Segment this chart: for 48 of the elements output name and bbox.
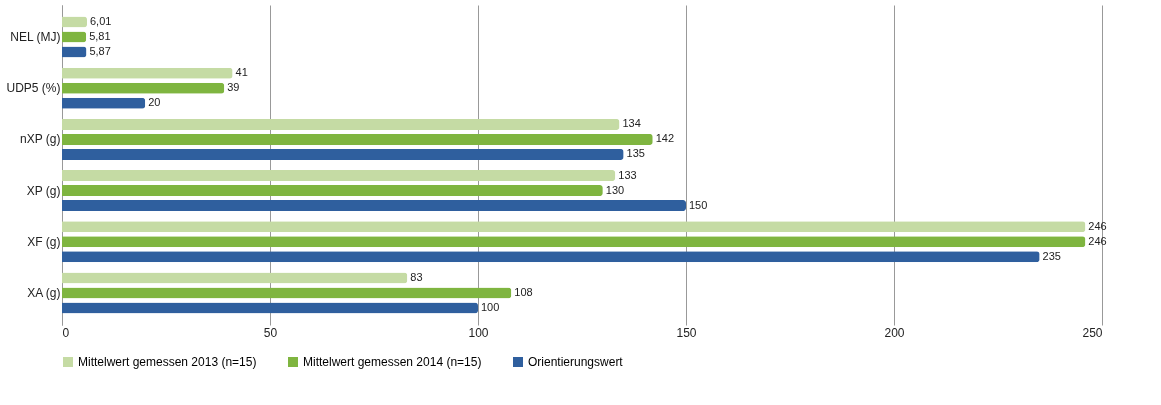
y-tick-label: XF (g) [27, 234, 61, 249]
bar [62, 67, 233, 79]
data-label: 41 [235, 66, 248, 79]
bar [62, 148, 624, 160]
bar [62, 185, 603, 197]
y-tick-label: nXP (g) [20, 132, 61, 147]
data-label: 83 [410, 270, 423, 283]
bar [62, 302, 478, 314]
data-label: 246 [1088, 234, 1107, 247]
bar [62, 97, 146, 109]
legend-label: Mittelwert gemessen 2014 (n=15) [303, 355, 482, 369]
bar [62, 251, 1040, 263]
bar [62, 287, 512, 299]
data-label: 100 [481, 301, 500, 314]
bar [62, 82, 225, 94]
bar [62, 221, 1086, 233]
y-tick-label: XA (g) [27, 286, 61, 300]
bar [62, 236, 1086, 248]
data-label: 134 [622, 117, 641, 130]
x-tick-label: 150 [676, 325, 697, 340]
data-label: 108 [514, 286, 533, 298]
data-label: 5,87 [89, 45, 111, 58]
y-tick-label: NEL (MJ) [10, 30, 61, 44]
data-label: 150 [689, 198, 708, 211]
x-tick-label: 200 [884, 325, 905, 340]
legend-label: Mittelwert gemessen 2013 (n=15) [78, 355, 257, 369]
data-label: 133 [618, 168, 637, 181]
data-label: 246 [1088, 219, 1107, 232]
x-tick-label: 100 [468, 325, 489, 340]
data-label: 39 [227, 81, 240, 94]
data-label: 20 [148, 96, 161, 109]
data-label: 5,81 [89, 30, 111, 42]
data-label: 235 [1042, 249, 1061, 262]
x-tick-label: 0 [62, 325, 70, 340]
y-tick-label: UDP5 (%) [6, 81, 61, 96]
y-tick-label: XP (g) [26, 183, 61, 198]
data-label: 135 [626, 147, 645, 160]
x-tick-label: 250 [1082, 325, 1103, 340]
x-tick-label: 50 [263, 325, 278, 340]
data-label: 6,01 [90, 14, 112, 27]
bar [62, 200, 686, 212]
data-label: 142 [655, 132, 675, 145]
bar [62, 118, 620, 130]
bar [62, 170, 616, 182]
bar [62, 272, 408, 284]
legend-label: Orientierungswert [528, 355, 624, 369]
data-label: 130 [605, 183, 625, 196]
bar [62, 133, 653, 145]
